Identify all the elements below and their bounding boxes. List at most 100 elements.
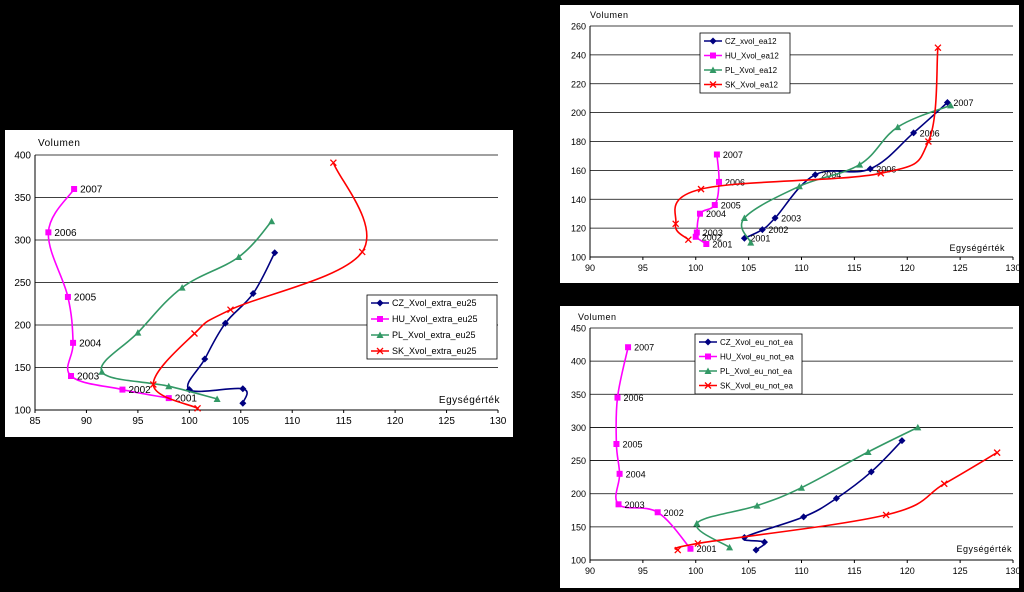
series-PL_Xvol_extra_eu25 bbox=[98, 217, 276, 402]
data-point bbox=[654, 509, 661, 516]
y-tick-label: 350 bbox=[571, 390, 586, 400]
x-tick-label: 100 bbox=[688, 263, 703, 273]
point-label: 2001 bbox=[696, 544, 716, 554]
chart-panel-ea12: 100 120 140 160 180 200 220 240 260 90 95 100 105 110… bbox=[560, 5, 1019, 283]
point-label: 2007 bbox=[723, 150, 743, 160]
y-tick-label: 200 bbox=[571, 108, 586, 118]
chart-panel-eu-not-ea: 100 150 200 250 300 350 400 450 90 95 100 105 110 115… bbox=[560, 306, 1019, 588]
data-point bbox=[693, 520, 701, 527]
chart-extra-eu25: 100 150 200 250 300 350 400 85 90 95 100 105 110 115 1… bbox=[14, 138, 507, 427]
data-point bbox=[924, 138, 932, 145]
data-point bbox=[687, 545, 694, 552]
point-label: 2001 bbox=[175, 394, 198, 405]
x-tick-label: 120 bbox=[900, 566, 915, 576]
point-label: 2007 bbox=[953, 98, 973, 108]
point-label: 2005 bbox=[721, 201, 741, 211]
point-label: 2002 bbox=[702, 232, 722, 242]
data-point bbox=[64, 293, 71, 300]
x-axis-label: Egységérték bbox=[949, 243, 1005, 253]
x-tick-label: 100 bbox=[181, 416, 198, 427]
legend: CZ_Xvol_extra_eu25 HU_Xvol_extra_eu25 PL_X… bbox=[366, 294, 498, 360]
data-point bbox=[329, 159, 337, 167]
data-point bbox=[940, 480, 948, 488]
data-point bbox=[239, 385, 247, 393]
y-tick-label: 450 bbox=[571, 324, 586, 334]
point-label: 2006 bbox=[725, 177, 745, 187]
data-point bbox=[98, 368, 106, 375]
y-tick-label: 200 bbox=[14, 321, 31, 332]
data-point bbox=[694, 539, 702, 547]
point-label: 2005 bbox=[74, 292, 97, 303]
x-tick-label: 130 bbox=[1005, 263, 1019, 273]
x-tick-label: 95 bbox=[638, 566, 648, 576]
data-point bbox=[898, 437, 906, 445]
legend-entry: PL_Xvol_eu_not_ea bbox=[720, 367, 793, 376]
point-label: 2003 bbox=[77, 372, 100, 383]
point-label: 2003 bbox=[703, 228, 723, 238]
x-tick-label: 120 bbox=[387, 416, 404, 427]
legend: CZ_xvol_ea12 HU_Xvol_ea12 PL_Xvol_ea12 SK_X… bbox=[699, 32, 791, 94]
data-point bbox=[877, 169, 885, 177]
x-tick-label: 115 bbox=[336, 416, 352, 427]
legend-box bbox=[366, 294, 498, 360]
data-point bbox=[832, 494, 840, 502]
data-point bbox=[213, 395, 221, 402]
data-point bbox=[866, 165, 874, 173]
legend-marker bbox=[709, 66, 717, 73]
data-point bbox=[613, 441, 620, 447]
data-point bbox=[696, 210, 703, 217]
series-SK_Xvol_ea12 bbox=[672, 44, 942, 244]
data-point bbox=[616, 470, 623, 477]
chart-eu-not-ea: 100 150 200 250 300 350 400 450 90 95 100 105 110 115… bbox=[571, 312, 1019, 576]
data-point bbox=[910, 129, 918, 137]
point-label: 2003 bbox=[625, 500, 645, 510]
data-point bbox=[711, 202, 718, 209]
data-point bbox=[235, 253, 243, 260]
series-SK_Xvol_extra_eu25 bbox=[149, 159, 368, 412]
series-PL_Xvol_ea12 bbox=[740, 101, 955, 246]
legend-marker bbox=[704, 338, 712, 346]
data-point bbox=[201, 355, 209, 363]
chart-ea12: 100 120 140 160 180 200 220 240 260 90 95 100 105 110… bbox=[571, 10, 1019, 273]
y-tick-label: 250 bbox=[571, 456, 586, 466]
y-tick-label: 100 bbox=[571, 253, 586, 263]
data-point bbox=[692, 233, 699, 240]
y-axis-label: Volumen bbox=[590, 10, 629, 20]
data-point bbox=[149, 381, 157, 388]
y-axis-label: Volumen bbox=[38, 138, 80, 149]
x-tick-label: 95 bbox=[132, 416, 144, 427]
data-point bbox=[178, 284, 186, 291]
data-point bbox=[894, 123, 902, 131]
data-point bbox=[358, 248, 366, 256]
series-line bbox=[100, 220, 273, 400]
x-tick-label: 105 bbox=[741, 566, 756, 576]
point-label: 2001 bbox=[712, 240, 732, 250]
data-point bbox=[811, 171, 819, 179]
legend-marker bbox=[376, 299, 384, 307]
legend-marker bbox=[709, 37, 717, 45]
legend-marker bbox=[704, 367, 712, 374]
y-tick-label: 120 bbox=[571, 224, 586, 234]
legend-marker bbox=[710, 52, 716, 59]
data-point bbox=[191, 330, 198, 337]
y-tick-label: 250 bbox=[14, 278, 31, 289]
legend-entry: PL_Xvol_extra_eu25 bbox=[392, 330, 476, 340]
data-point bbox=[674, 546, 682, 554]
data-point bbox=[800, 513, 808, 521]
data-point bbox=[697, 185, 705, 193]
y-tick-label: 220 bbox=[571, 79, 586, 89]
data-point bbox=[856, 161, 864, 168]
data-point bbox=[760, 538, 768, 546]
data-point bbox=[239, 399, 247, 407]
x-tick-label: 105 bbox=[741, 263, 756, 273]
point-label: 2002 bbox=[768, 225, 788, 235]
y-tick-label: 260 bbox=[571, 22, 586, 32]
data-point bbox=[268, 217, 276, 225]
data-point bbox=[615, 501, 622, 508]
series-HU_Xvol_eu_not_ea: 2001 2002 2003 2004 2005 2006 2007 bbox=[613, 343, 716, 554]
data-point bbox=[740, 234, 748, 242]
point-label: 2005 bbox=[622, 440, 642, 450]
legend-entry: PL_Xvol_ea12 bbox=[725, 66, 778, 75]
x-tick-label: 130 bbox=[490, 416, 507, 427]
